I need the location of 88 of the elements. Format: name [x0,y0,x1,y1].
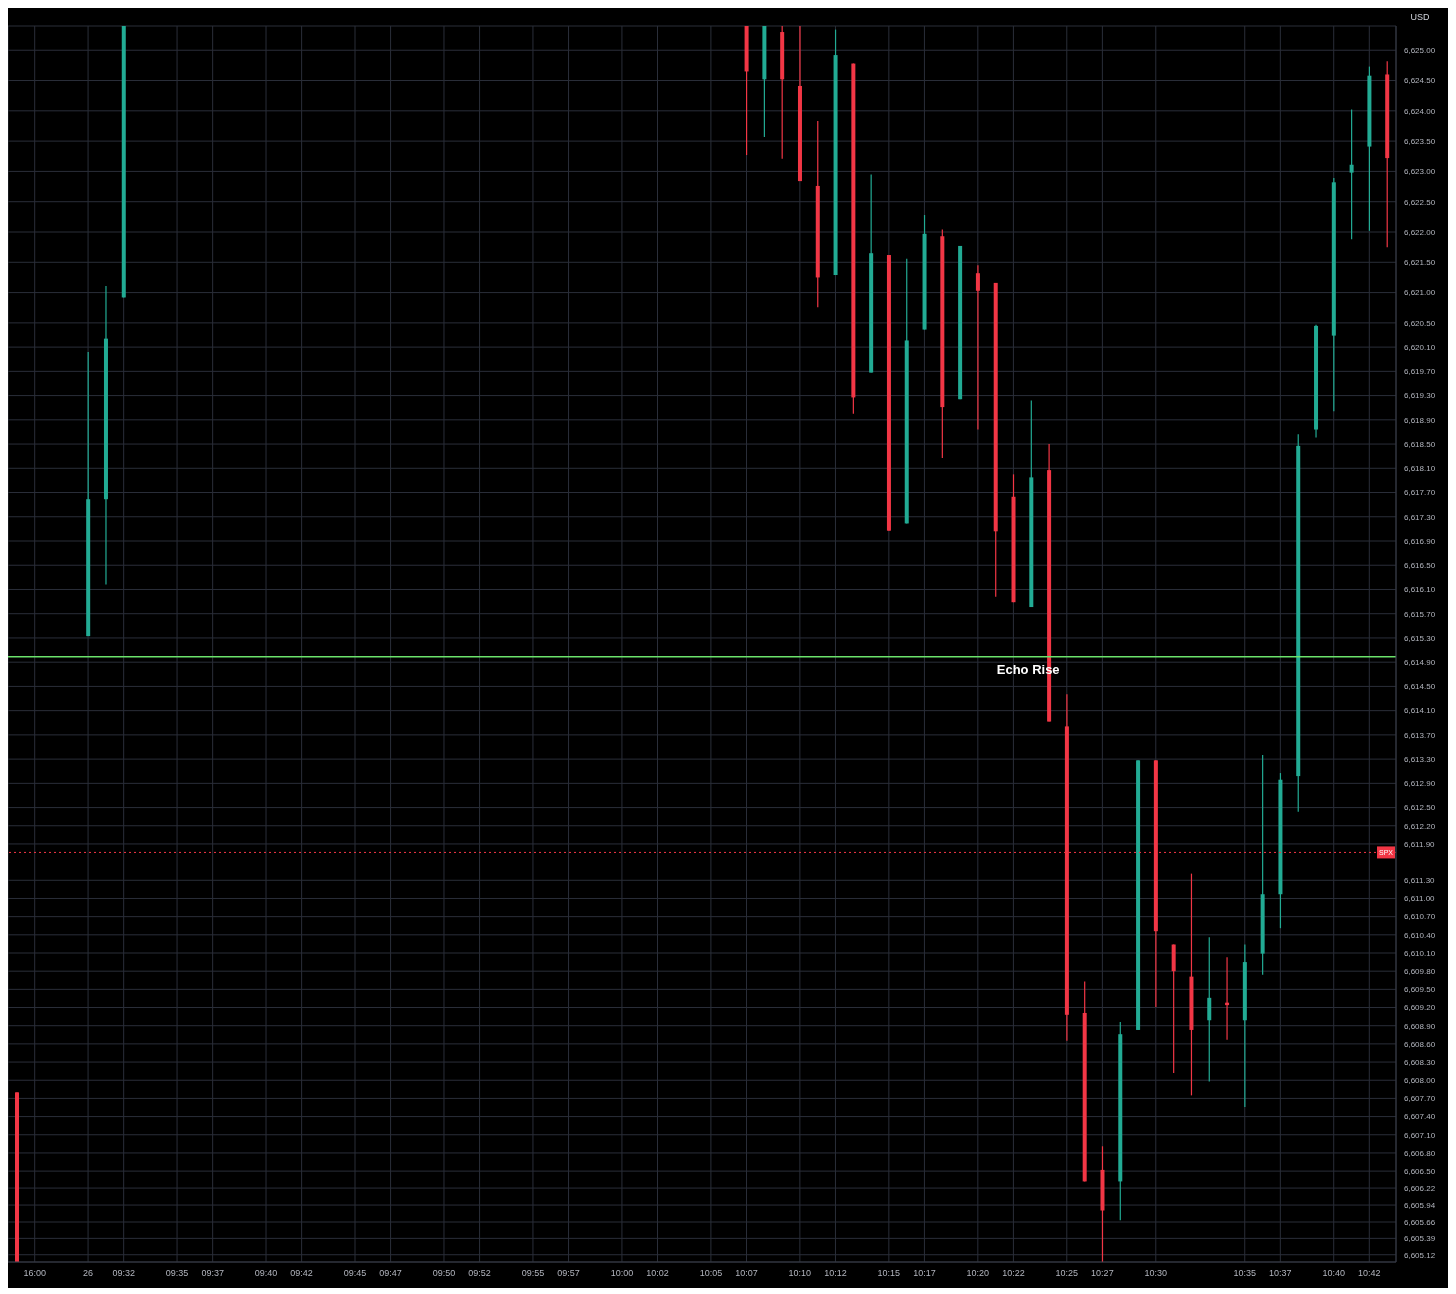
y-tick-label: 6,607.10 [1404,1130,1436,1140]
x-tick-label: 09:50 [432,1268,456,1279]
y-tick-label: 6,610.70 [1404,912,1436,922]
y-tick-label: 6,613.30 [1404,754,1436,764]
y-tick-label: 6,613.70 [1404,730,1436,740]
y-tick-label: 6,624.50 [1404,76,1436,86]
x-tick-label: 10:42 [1358,1268,1381,1279]
y-tick-label: 6,609.80 [1404,967,1436,977]
y-tick-label: 6,622.50 [1404,197,1436,207]
x-tick-label: 10:30 [1144,1268,1168,1279]
x-tick-label: 09:35 [165,1268,189,1279]
x-tick-label: 09:55 [521,1268,545,1279]
y-tick-label: 6,605.12 [1404,1250,1436,1260]
y-tick-label: 6,608.60 [1404,1039,1436,1049]
y-tick-label: 6,612.20 [1404,821,1436,831]
x-tick-label: 09:42 [290,1268,313,1279]
y-tick-label: 6,611.90 [1404,839,1436,849]
y-tick-label: 6,623.00 [1404,167,1436,177]
y-tick-label: 6,615.70 [1404,609,1436,619]
y-tick-label: 6,611.00 [1404,894,1436,904]
y-tick-label: 6,605.66 [1404,1217,1436,1227]
y-tick-label: 6,620.50 [1404,318,1436,328]
y-tick-label: 6,615.30 [1404,633,1436,643]
y-tick-label: 6,607.40 [1404,1112,1436,1122]
x-tick-label: 10:10 [788,1268,812,1279]
y-axis-title: USD [1410,12,1430,22]
x-tick-label: 09:32 [112,1268,135,1279]
y-tick-label: 6,611.30 [1404,876,1436,886]
y-tick-label: 6,622.00 [1404,227,1436,237]
x-tick-label: 10:15 [877,1268,901,1279]
x-tick-label: 16:00 [23,1268,46,1279]
y-tick-label: 6,624.00 [1404,106,1436,116]
x-tick-label: 10:00 [610,1268,634,1279]
y-tick-label: 6,610.10 [1404,948,1436,958]
x-tick-label: 10:12 [824,1268,847,1279]
x-tick-label: 09:40 [254,1268,278,1279]
y-tick-label: 6,616.10 [1404,585,1436,595]
y-tick-label: 6,605.39 [1404,1234,1436,1244]
y-tick-label: 6,610.40 [1404,930,1436,940]
x-tick-label: 10:02 [646,1268,669,1279]
y-tick-label: 6,618.10 [1404,464,1436,474]
y-tick-label: 6,608.90 [1404,1021,1436,1031]
candlestick [1207,936,1212,1083]
y-tick-label: 6,609.20 [1404,1003,1436,1013]
y-tick-label: 6,616.90 [1404,536,1436,546]
y-tick-label: 6,621.50 [1404,258,1436,268]
x-tick-label: 10:27 [1091,1268,1114,1279]
x-tick-label: 10:37 [1269,1268,1292,1279]
y-tick-label: 6,607.70 [1404,1094,1436,1104]
y-tick-label: 6,612.90 [1404,779,1436,789]
x-tick-label: 10:40 [1322,1268,1345,1279]
x-tick-label: 26 [83,1268,94,1279]
y-tick-label: 6,614.90 [1404,658,1436,668]
y-tick-label: 6,620.10 [1404,342,1436,352]
candlestick [975,264,980,431]
candlestick [1349,109,1354,240]
x-tick-label: 10:20 [966,1268,990,1279]
x-tick-label: 10:17 [913,1268,936,1279]
y-tick-label: 6,606.80 [1404,1148,1436,1158]
y-tick-label: 6,616.50 [1404,561,1436,571]
y-tick-label: 6,618.90 [1404,415,1436,425]
x-tick-label: 09:37 [201,1268,224,1279]
y-tick-label: 6,623.50 [1404,136,1436,146]
x-tick-label: 10:22 [1002,1268,1025,1279]
y-tick-label: 6,617.70 [1404,488,1436,498]
y-tick-label: 6,605.94 [1404,1200,1436,1210]
x-tick-label: 10:07 [735,1268,758,1279]
y-tick-label: 6,606.22 [1404,1183,1436,1193]
y-tick-label: 6,619.70 [1404,367,1436,377]
x-tick-label: 09:57 [557,1268,580,1279]
y-tick-label: 6,614.50 [1404,682,1436,692]
y-tick-label: 6,606.50 [1404,1166,1436,1176]
y-tick-label: 6,617.30 [1404,512,1436,522]
x-tick-label: 09:47 [379,1268,402,1279]
y-tick-label: 6,625.00 [1404,46,1436,56]
y-tick-label: 6,608.00 [1404,1076,1436,1086]
y-tick-label: 6,618.50 [1404,439,1436,449]
x-tick-label: 09:45 [343,1268,367,1279]
y-tick-label: 6,609.50 [1404,985,1436,995]
y-tick-label: 6,612.50 [1404,803,1436,813]
y-tick-label: 6,614.10 [1404,706,1436,716]
x-tick-label: 10:35 [1233,1268,1257,1279]
x-tick-label: 09:52 [468,1268,491,1279]
y-tick-label: 6,608.30 [1404,1057,1436,1067]
x-tick-label: 10:05 [699,1268,723,1279]
x-tick-label: 10:25 [1055,1268,1079,1279]
y-tick-label: 6,621.00 [1404,288,1436,298]
y-tick-label: 6,619.30 [1404,391,1436,401]
